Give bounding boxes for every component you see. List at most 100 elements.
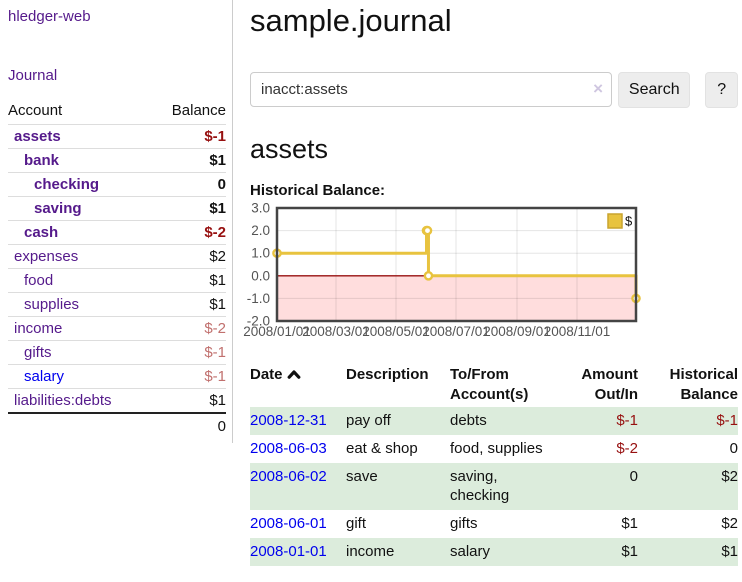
sidebar-account-link-checking[interactable]: checking [34, 176, 100, 193]
register-amount: 0 [562, 463, 638, 510]
y-tick-label: -2.0 [247, 314, 270, 329]
account-name-cell: checking [8, 172, 152, 197]
register-date-link[interactable]: 2008-12-31 [250, 412, 327, 429]
y-tick-label: 1.0 [251, 246, 270, 261]
page-title: sample.journal [250, 3, 452, 38]
account-name-cell: assets [8, 125, 151, 149]
account-name-cell: cash [8, 220, 152, 245]
register-header-date[interactable]: Date [250, 363, 346, 407]
sidebar-account-link-bank[interactable]: bank [24, 152, 60, 169]
sidebar-item-journal[interactable]: Journal [8, 67, 58, 84]
sidebar-account-link-income[interactable]: income [14, 320, 63, 337]
register-balance: $1 [638, 538, 738, 566]
sort-ascending-icon [287, 366, 301, 386]
account-row: checking 0 [8, 172, 226, 197]
account-row: assets $-1 [8, 125, 226, 149]
account-balance: $1 [151, 196, 226, 221]
sidebar-account-link-assets[interactable]: assets [14, 128, 61, 145]
register-header-amount[interactable]: Amount Out/In [562, 363, 638, 407]
search-button[interactable]: Search [618, 72, 691, 108]
chart-heading: Historical Balance: [250, 182, 386, 199]
x-tick-label: 2008/09/01 [483, 324, 551, 339]
account-row: expenses $2 [8, 244, 226, 269]
account-balance: $-2 [151, 316, 226, 341]
account-name-cell: salary [8, 364, 152, 389]
sidebar-account-link-salary[interactable]: salary [24, 368, 65, 385]
account-row: gifts $-1 [8, 340, 226, 365]
legend-swatch [607, 213, 623, 229]
account-balance: $-1 [151, 340, 226, 365]
register-description: income [346, 538, 450, 566]
register-date-link[interactable]: 2008-06-01 [250, 515, 327, 532]
y-tick-label: 2.0 [251, 223, 270, 238]
clear-search-icon[interactable]: × [593, 79, 603, 98]
help-button[interactable]: ? [705, 72, 738, 108]
data-point-marker [423, 271, 434, 281]
y-tick-label: -1.0 [247, 291, 270, 306]
account-balance: $-1 [151, 364, 226, 389]
register-date-cell: 2008-06-02 [250, 463, 346, 510]
account-name-cell: expenses [8, 244, 152, 269]
account-row: saving $1 [8, 196, 226, 221]
register-description: gift [346, 515, 367, 532]
account-name-cell: saving [8, 196, 152, 221]
balance-column-header: Balance [151, 98, 226, 125]
sidebar-account-link-gifts[interactable]: gifts [24, 344, 52, 361]
account-balance: $1 [151, 268, 226, 293]
register-balance: 0 [729, 440, 738, 457]
register-amount: $-2 [616, 440, 638, 457]
register-table: Date Description To/From Account(s) Amou… [250, 363, 738, 566]
sidebar-account-link-food[interactable]: food [24, 272, 54, 289]
register-date-link[interactable]: 2008-06-03 [250, 440, 327, 457]
register-balance: $2 [721, 515, 738, 532]
accounts-total-value: 0 [8, 412, 226, 439]
register-header-accounts[interactable]: To/From Account(s) [450, 363, 562, 407]
accounts-header-line1: To/From [450, 366, 509, 383]
chart-canvas: $3.0 2.0 1.0 0.0 -1.0 -2.02008/01/012008/03/0… [243, 201, 641, 339]
balance-header-line1: Historical [669, 366, 738, 383]
main-content: sample.journal × Search ? assets Histori… [243, 0, 738, 566]
account-balance: $1 [151, 292, 226, 317]
account-row: supplies $1 [8, 292, 226, 317]
register-date-link[interactable]: 2008-06-02 [250, 468, 327, 485]
account-balance: $-2 [151, 220, 226, 245]
sidebar-account-link-liabilities-debts[interactable]: liabilities:debts [14, 392, 112, 409]
sidebar-account-link-saving[interactable]: saving [34, 200, 82, 217]
register-header-description[interactable]: Description [346, 366, 429, 383]
x-tick-label: 2008/03/01 [302, 324, 370, 339]
account-name-cell: income [8, 316, 152, 341]
register-header-balance[interactable]: Historical Balance [638, 363, 738, 407]
plot-border [275, 206, 638, 323]
sidebar-account-link-cash[interactable]: cash [24, 224, 59, 241]
register-row: 2008-12-31 pay off debts $-1 $-1 [250, 407, 738, 435]
register-row: 2008-01-01 income salary $1 $1 [250, 538, 738, 566]
account-balance: $2 [151, 244, 226, 269]
account-row: income $-2 [8, 316, 226, 341]
account-name-cell: bank [8, 148, 152, 173]
register-row: 2008-06-02 save saving, checking 0 $2 [250, 463, 738, 510]
register-accounts: saving, checking [450, 463, 562, 510]
x-tick-label: 2008/05/01 [362, 324, 430, 339]
historical-balance-chart: $3.0 2.0 1.0 0.0 -1.0 -2.0 2008/01/01 2008/03/0… [243, 201, 670, 339]
accounts-total-row: 0 [8, 412, 226, 439]
sidebar-account-link-expenses[interactable]: expenses [14, 248, 79, 265]
app-brand-link[interactable]: hledger-web [8, 8, 91, 25]
sidebar-account-link-supplies[interactable]: supplies [24, 296, 80, 313]
x-tick-label: 2008/11/01 [544, 324, 611, 339]
search-form: × Search ? [250, 72, 738, 108]
accounts-table: Account Balance assets $-1 bank $1 checking 0… [8, 98, 226, 439]
register-accounts: salary [450, 538, 562, 566]
register-row: 2008-06-01 gift gifts $1 $2 [250, 510, 738, 538]
register-accounts: debts [450, 407, 562, 435]
amount-header-line1: Amount [581, 366, 638, 383]
account-name-cell: food [8, 268, 152, 293]
account-balance: $-1 [204, 128, 226, 145]
register-balance: $-1 [638, 407, 738, 435]
search-input[interactable] [250, 72, 612, 107]
y-tick-label: 0.0 [251, 268, 270, 283]
account-row: liabilities:debts $1 [8, 388, 226, 413]
balance-header-line2: Balance [680, 386, 738, 403]
register-date-link[interactable]: 2008-01-01 [250, 543, 327, 560]
amount-header-line2: Out/In [594, 386, 638, 403]
register-accounts: food, supplies [450, 440, 543, 457]
